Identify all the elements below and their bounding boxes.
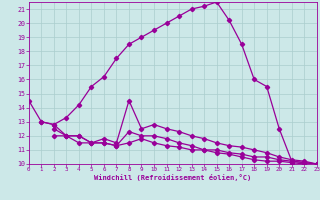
X-axis label: Windchill (Refroidissement éolien,°C): Windchill (Refroidissement éolien,°C) xyxy=(94,174,252,181)
